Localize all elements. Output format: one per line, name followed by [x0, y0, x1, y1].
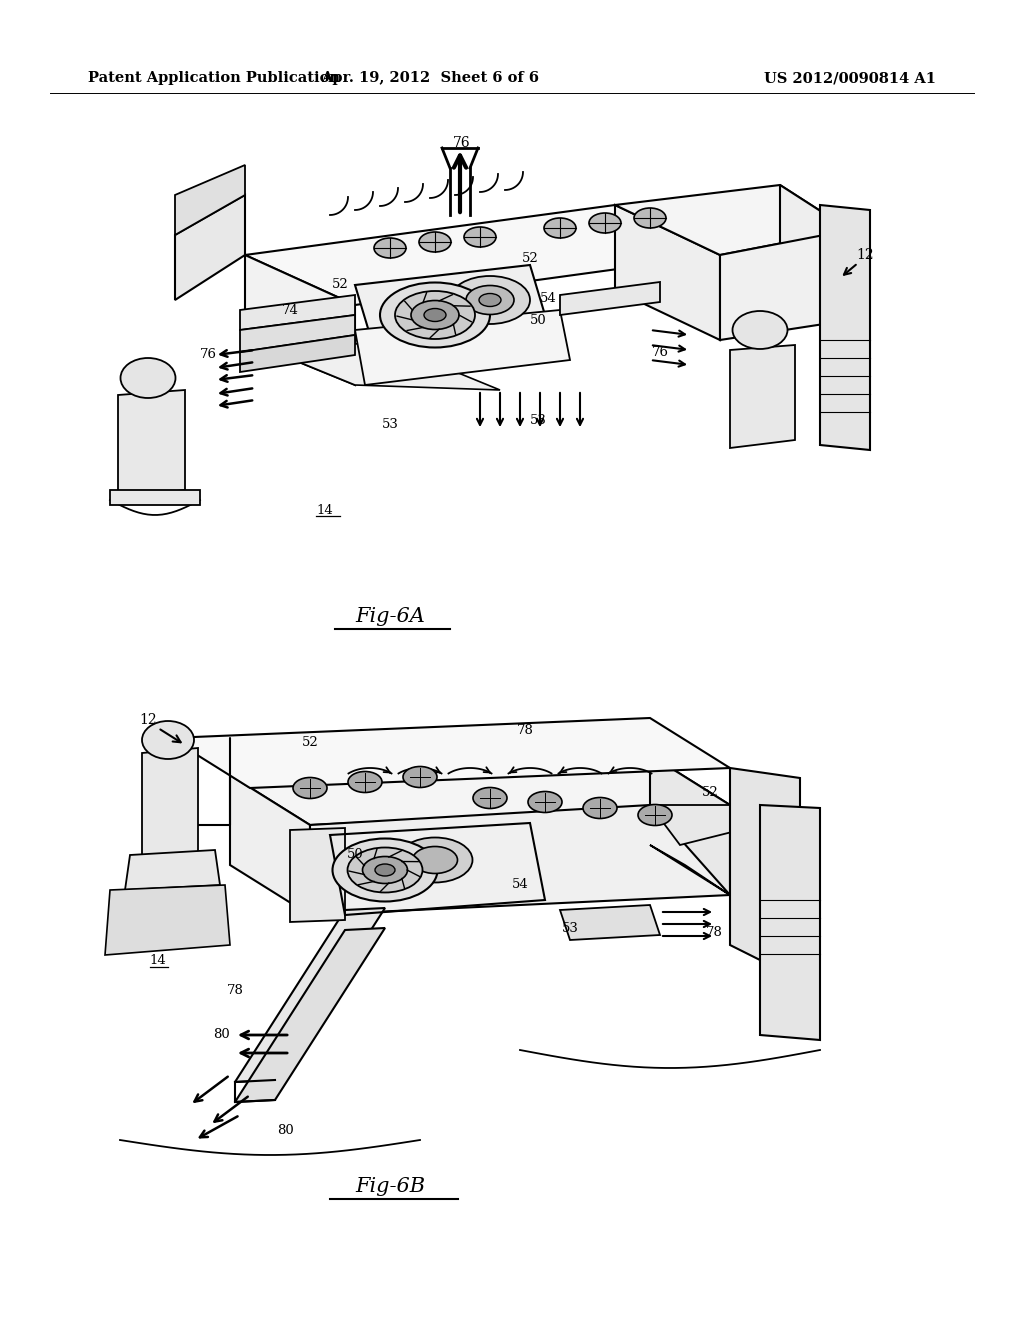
Text: 53: 53	[529, 413, 547, 426]
Polygon shape	[245, 205, 720, 305]
Polygon shape	[240, 294, 355, 330]
Polygon shape	[355, 310, 570, 385]
Polygon shape	[245, 341, 500, 389]
Text: 74: 74	[282, 304, 298, 317]
Ellipse shape	[583, 797, 617, 818]
Polygon shape	[560, 282, 660, 315]
Ellipse shape	[395, 290, 475, 339]
Ellipse shape	[732, 312, 787, 348]
Polygon shape	[650, 805, 760, 845]
Ellipse shape	[362, 857, 408, 883]
Polygon shape	[240, 335, 355, 372]
Text: 76: 76	[454, 136, 471, 150]
Text: 12: 12	[139, 713, 157, 727]
Text: 14: 14	[316, 503, 334, 516]
Polygon shape	[730, 768, 800, 979]
Text: 52: 52	[521, 252, 539, 264]
Text: 52: 52	[302, 735, 318, 748]
Ellipse shape	[464, 227, 496, 247]
Polygon shape	[720, 230, 850, 341]
Ellipse shape	[293, 777, 327, 799]
Text: 52: 52	[332, 279, 348, 292]
Polygon shape	[234, 928, 385, 1102]
Text: US 2012/0090814 A1: US 2012/0090814 A1	[764, 71, 936, 84]
Polygon shape	[175, 165, 245, 235]
Polygon shape	[730, 345, 795, 447]
Text: 78: 78	[706, 925, 723, 939]
Polygon shape	[170, 718, 730, 788]
Text: 78: 78	[226, 983, 244, 997]
Ellipse shape	[348, 771, 382, 792]
Polygon shape	[245, 255, 355, 385]
Text: 54: 54	[540, 292, 556, 305]
Text: 12: 12	[856, 248, 873, 261]
Text: 50: 50	[347, 849, 364, 862]
Text: 50: 50	[529, 314, 547, 326]
Ellipse shape	[638, 804, 672, 825]
Ellipse shape	[424, 309, 446, 322]
Polygon shape	[234, 908, 385, 1082]
Polygon shape	[820, 205, 870, 450]
Text: 54: 54	[512, 879, 528, 891]
Text: 80: 80	[214, 1027, 230, 1040]
Text: 53: 53	[382, 418, 398, 432]
Polygon shape	[125, 850, 220, 890]
Ellipse shape	[380, 282, 490, 347]
Polygon shape	[650, 755, 730, 895]
Text: 76: 76	[200, 348, 216, 362]
Text: Apr. 19, 2012  Sheet 6 of 6: Apr. 19, 2012 Sheet 6 of 6	[321, 71, 539, 84]
Text: Patent Application Publication: Patent Application Publication	[88, 71, 340, 84]
Polygon shape	[355, 265, 545, 335]
Text: 52: 52	[701, 787, 719, 800]
Text: Fig-6A: Fig-6A	[355, 607, 425, 627]
Ellipse shape	[374, 238, 406, 257]
Polygon shape	[110, 490, 200, 506]
Polygon shape	[290, 828, 345, 921]
Polygon shape	[230, 775, 310, 915]
Ellipse shape	[466, 285, 514, 314]
Ellipse shape	[419, 232, 451, 252]
Ellipse shape	[413, 846, 458, 874]
Text: Fig-6B: Fig-6B	[355, 1177, 425, 1196]
Polygon shape	[615, 205, 720, 341]
Ellipse shape	[397, 837, 472, 883]
Ellipse shape	[634, 209, 666, 228]
Polygon shape	[310, 805, 730, 915]
Text: 78: 78	[516, 723, 534, 737]
Ellipse shape	[403, 767, 437, 788]
Polygon shape	[105, 884, 230, 954]
Polygon shape	[560, 906, 660, 940]
Ellipse shape	[479, 293, 501, 306]
Text: 76: 76	[651, 346, 669, 359]
Polygon shape	[650, 845, 760, 915]
Ellipse shape	[450, 276, 530, 323]
Polygon shape	[142, 748, 198, 861]
Ellipse shape	[589, 213, 621, 234]
Polygon shape	[230, 755, 730, 825]
Text: 14: 14	[150, 953, 166, 966]
Polygon shape	[780, 185, 850, 319]
Polygon shape	[615, 185, 850, 255]
Ellipse shape	[528, 792, 562, 813]
Ellipse shape	[142, 721, 194, 759]
Text: 80: 80	[276, 1123, 293, 1137]
Ellipse shape	[347, 847, 423, 892]
Ellipse shape	[333, 838, 437, 902]
Text: 53: 53	[561, 921, 579, 935]
Ellipse shape	[411, 301, 459, 330]
Polygon shape	[175, 195, 245, 300]
Polygon shape	[760, 805, 820, 1040]
Ellipse shape	[375, 865, 395, 876]
Ellipse shape	[473, 788, 507, 808]
Ellipse shape	[544, 218, 575, 238]
Polygon shape	[118, 389, 185, 498]
Ellipse shape	[121, 358, 175, 399]
Polygon shape	[240, 315, 355, 352]
